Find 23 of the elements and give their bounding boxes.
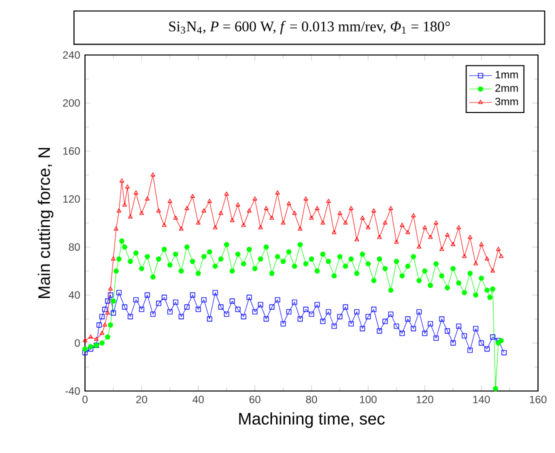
x-tick-label: 160 bbox=[530, 396, 546, 404]
chart-title: Si$_{3}$N$_{4}$, P = 600 W, f = 0.013 mm/rev, Φ$_{1}$ = 180° bbox=[169, 20, 450, 34]
y-tick-label: 240 bbox=[63, 51, 80, 59]
y-tick-label: 200 bbox=[63, 99, 80, 107]
x-axis-title: Machining time, sec bbox=[239, 412, 385, 428]
x-tick-label: 100 bbox=[360, 396, 377, 404]
x-tick-label: 0 bbox=[82, 396, 88, 404]
y-tick-label: 80 bbox=[68, 243, 80, 251]
legend-label: 3mm bbox=[495, 98, 518, 106]
y-tick-label: 0 bbox=[74, 339, 80, 347]
x-tick-label: 120 bbox=[416, 396, 434, 404]
y-tick-label: -40 bbox=[65, 387, 80, 395]
x-tick-label: 80 bbox=[306, 396, 318, 404]
x-tick-label: 40 bbox=[192, 396, 204, 404]
y-tick-label: 120 bbox=[63, 195, 80, 203]
x-tick-label: 60 bbox=[249, 396, 260, 404]
legend-label: 1mm bbox=[496, 70, 518, 78]
y-tick-label: 160 bbox=[63, 147, 80, 155]
y-tick-label: 40 bbox=[68, 291, 80, 299]
x-tick-label: 20 bbox=[136, 396, 148, 404]
x-tick-label: 140 bbox=[473, 396, 490, 404]
y-axis-title: Main cutting force, N bbox=[38, 148, 54, 298]
legend-label: 2mm bbox=[495, 84, 518, 92]
